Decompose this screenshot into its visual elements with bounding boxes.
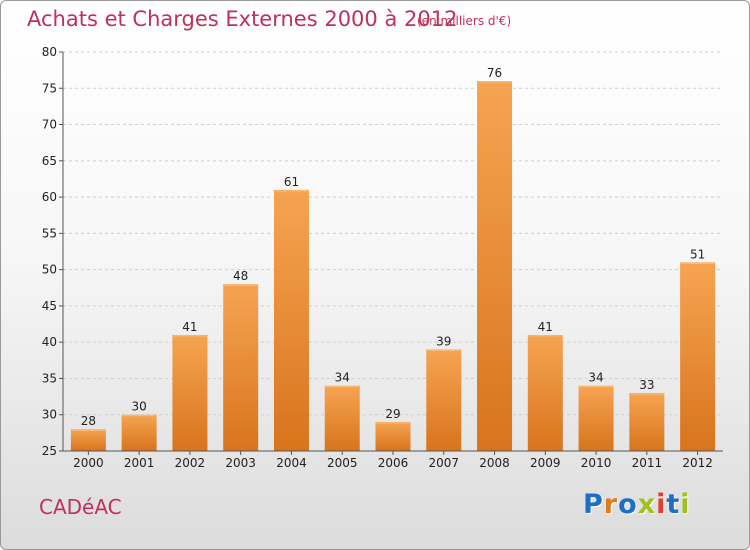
x-axis: 2000 2001 2002 2003 2004 2005 2006 2007 2008 2009… — [63, 450, 723, 470]
y-tick-label: 50 — [42, 263, 57, 277]
bar-value-label: 48 — [233, 269, 248, 283]
commune-name: CADéAC — [39, 495, 122, 519]
x-tick-label: 2003 — [225, 456, 256, 470]
bar-value-label: 33 — [639, 378, 654, 392]
bar-value-label: 41 — [182, 320, 197, 334]
x-tick-label: 2006 — [378, 456, 409, 470]
bar — [273, 189, 309, 451]
x-tick-label: 2001 — [124, 456, 155, 470]
bar — [223, 284, 259, 451]
y-tick-label: 65 — [42, 154, 57, 168]
x-tick-label: 2009 — [530, 456, 561, 470]
y-axis: 25 30 35 40 45 50 55 60 65 70 75 80 — [42, 45, 64, 458]
x-tick-label: 2010 — [581, 456, 612, 470]
x-tick-label: 2004 — [276, 456, 307, 470]
y-tick-label: 70 — [42, 118, 57, 132]
bar-value-label: 34 — [588, 371, 603, 385]
logo-letter: o — [618, 489, 638, 520]
logo-letter: x — [637, 489, 657, 520]
x-tick-label: 2002 — [175, 456, 206, 470]
bar-value-label: 28 — [81, 414, 96, 428]
bar — [324, 385, 360, 451]
bar-value-label: 29 — [385, 407, 400, 421]
chart-subtitle: (en milliers d'€) — [417, 14, 512, 28]
bar — [578, 385, 614, 451]
y-tick-label: 30 — [42, 408, 57, 422]
grid-lines — [63, 51, 723, 452]
bar — [70, 429, 106, 451]
bar-value-label: 41 — [538, 320, 553, 334]
y-tick-label: 25 — [42, 444, 57, 458]
logo-letter: P — [583, 489, 604, 520]
x-tick-label: 2008 — [479, 456, 510, 470]
x-tick-label: 2011 — [632, 456, 663, 470]
x-tick-label: 2012 — [682, 456, 713, 470]
logo-letter: t — [666, 489, 681, 520]
x-tick-label: 2007 — [428, 456, 459, 470]
bar — [680, 262, 716, 451]
x-tick-label: 2000 — [73, 456, 104, 470]
bar — [426, 349, 462, 451]
y-tick-label: 45 — [42, 299, 57, 313]
bar — [477, 81, 513, 451]
bar — [375, 421, 411, 451]
bar — [527, 334, 563, 451]
y-tick-label: 40 — [42, 335, 57, 349]
y-tick-label: 75 — [42, 81, 57, 95]
logo-letter: i — [656, 489, 667, 520]
bar-value-label: 34 — [335, 371, 350, 385]
y-tick-label: 35 — [42, 371, 57, 385]
bar-value-label: 76 — [487, 66, 502, 80]
y-tick-label: 60 — [42, 190, 57, 204]
proxiti-logo[interactable]: Proxiti — [583, 489, 691, 520]
bar-value-label: 30 — [132, 400, 147, 414]
bar-value-label: 61 — [284, 175, 299, 189]
bars: 28 30 41 48 61 34 29 39 76 41 34 33 51 — [70, 66, 716, 451]
bar — [121, 414, 157, 451]
y-tick-label: 80 — [42, 45, 57, 59]
bar-value-label: 39 — [436, 334, 451, 348]
bar — [172, 334, 208, 451]
chart-title: Achats et Charges Externes 2000 à 2012 — [27, 7, 458, 31]
bar-value-label: 51 — [690, 247, 705, 261]
bar — [629, 392, 665, 451]
logo-letter: i — [680, 489, 691, 520]
y-tick-label: 55 — [42, 226, 57, 240]
x-tick-label: 2005 — [327, 456, 358, 470]
logo-letter: r — [603, 489, 619, 520]
